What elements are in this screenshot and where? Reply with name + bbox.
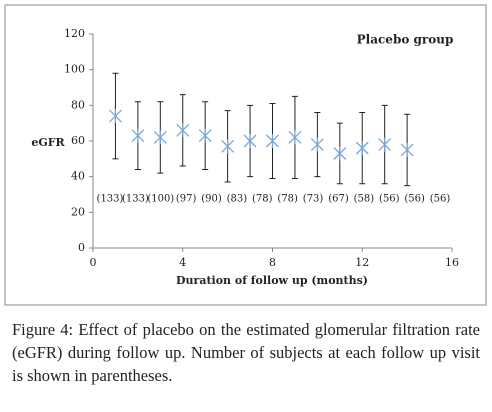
x-tick-label: 12 bbox=[355, 256, 369, 269]
count-label: (58) bbox=[354, 194, 375, 205]
data-point bbox=[400, 142, 414, 157]
data-point bbox=[221, 139, 235, 154]
count-label: (73) bbox=[303, 194, 324, 205]
count-label: (97) bbox=[176, 194, 197, 205]
count-label: (100) bbox=[147, 194, 174, 205]
count-label: (67) bbox=[328, 194, 349, 205]
count-label: (78) bbox=[277, 194, 298, 205]
data-point bbox=[310, 137, 324, 152]
data-point bbox=[288, 130, 302, 145]
data-point bbox=[176, 123, 190, 138]
count-label: (83) bbox=[227, 194, 248, 205]
y-tick-label: 60 bbox=[71, 134, 85, 147]
y-tick-label: 0 bbox=[78, 241, 85, 254]
count-label: (56) bbox=[430, 194, 451, 205]
y-tick-label: 40 bbox=[71, 170, 85, 183]
x-tick-label: 8 bbox=[269, 256, 276, 269]
count-label: (133) bbox=[122, 194, 149, 205]
count-label: (78) bbox=[252, 194, 273, 205]
y-tick-label: 20 bbox=[71, 205, 85, 218]
chart-border bbox=[4, 4, 487, 306]
y-tick-label: 100 bbox=[64, 63, 85, 76]
count-label: (90) bbox=[201, 194, 222, 205]
y-tick-label: 120 bbox=[64, 27, 85, 40]
count-label: (56) bbox=[404, 194, 425, 205]
data-point bbox=[266, 134, 279, 148]
y-axis-label: eGFR bbox=[31, 136, 65, 149]
caption-text: Effect of placebo on the estimated glome… bbox=[12, 320, 481, 385]
data-point bbox=[355, 141, 369, 156]
data-point bbox=[243, 134, 257, 148]
data-point bbox=[378, 137, 392, 152]
caption: Figure 4: Effect of placebo on the estim… bbox=[12, 318, 480, 387]
chart-title: Placebo group bbox=[357, 33, 454, 47]
data-point bbox=[108, 109, 122, 124]
x-tick-label: 4 bbox=[179, 256, 186, 269]
data-point bbox=[333, 146, 347, 161]
data-point bbox=[198, 128, 212, 143]
y-tick-label: 80 bbox=[71, 98, 85, 111]
count-label: (56) bbox=[379, 194, 400, 205]
data-point bbox=[131, 128, 145, 143]
data-point bbox=[153, 130, 167, 145]
x-axis-label: Duration of follow up (months) bbox=[176, 274, 368, 287]
x-tick-label: 16 bbox=[445, 256, 459, 269]
caption-label: Figure 4: bbox=[12, 320, 74, 339]
x-tick-label: 0 bbox=[90, 256, 97, 269]
count-label: (133) bbox=[97, 194, 124, 205]
